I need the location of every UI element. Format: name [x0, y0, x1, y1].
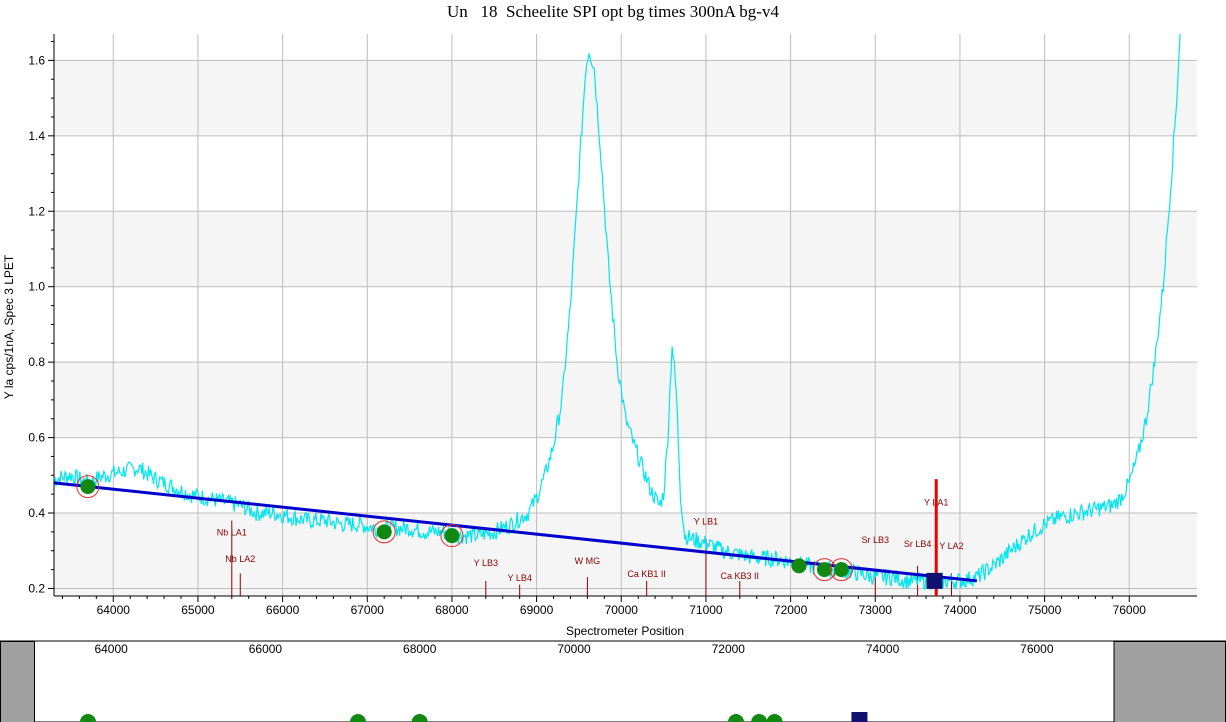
marker-label: W MG	[575, 556, 601, 566]
y-tick-label: 1.4	[28, 129, 45, 143]
overview-strip: 64000 66000 68000 70000 72000 74000 76000	[0, 640, 1226, 722]
y-tick-label: 1.6	[28, 53, 45, 67]
grid-band	[54, 60, 1197, 136]
y-tick-label: 0.4	[28, 506, 45, 520]
x-tick-label: 76000	[1113, 603, 1147, 617]
x-tick-label: 67000	[351, 603, 385, 617]
x-tick-label: 65000	[181, 603, 215, 617]
marker-label: Nb LA1	[217, 528, 247, 538]
background-point	[791, 558, 807, 574]
overview-tick-label: 76000	[1020, 642, 1054, 656]
background-point	[80, 479, 96, 495]
background-point-ring	[76, 475, 100, 499]
x-tick-label: 75000	[1028, 603, 1062, 617]
grid-band	[54, 362, 1197, 438]
marker-label: Nb LA2	[225, 554, 255, 564]
overview-left-mask	[0, 641, 35, 722]
overview-tick-label: 70000	[557, 642, 591, 656]
marker-label: Y LB3	[474, 558, 498, 568]
y-tick-label: 0.8	[28, 355, 45, 369]
overview-point	[80, 714, 96, 722]
overview-tick-label: 74000	[866, 642, 900, 656]
x-tick-label: 70000	[605, 603, 639, 617]
marker-label: Sr LB4	[904, 539, 932, 549]
background-point	[376, 524, 392, 540]
chart-title: Un 18 Scheelite SPI opt bg times 300nA b…	[447, 2, 779, 21]
overview-frame	[0, 640, 1226, 722]
marker-label: Ca KB1 II	[627, 569, 666, 579]
y-axis-label: Y la cps/1nA, Spec 3 LPET	[2, 254, 16, 399]
overview-tick-label: 68000	[403, 642, 437, 656]
background-point-ring	[372, 520, 396, 544]
overview-tick-label: 66000	[249, 642, 283, 656]
marker-label: Y LB1	[694, 516, 718, 526]
background-point	[833, 562, 849, 578]
peak-position-marker	[926, 572, 943, 589]
plot-background	[54, 34, 1197, 596]
y-tick-label: 1.0	[28, 280, 45, 294]
overview-point	[751, 714, 768, 722]
x-tick-label: 72000	[774, 603, 808, 617]
grid-band	[54, 211, 1197, 287]
y-tick-label: 1.2	[28, 204, 45, 218]
overview-tick-label: 72000	[712, 642, 746, 656]
background-points	[76, 475, 943, 589]
x-tick-label: 66000	[266, 603, 300, 617]
overview-peak-marker	[851, 712, 868, 722]
y-tick-label: 0.2	[28, 581, 45, 595]
spectrum-line	[53, 33, 1181, 591]
background-point	[816, 562, 832, 578]
x-tick-label: 74000	[943, 603, 977, 617]
x-tick-label: 68000	[435, 603, 469, 617]
marker-label: Y LB4	[507, 573, 531, 583]
marker-label: Ca KB3 II	[721, 571, 760, 581]
y-axis-ticks: 0.2 0.4 0.6 0.8 1.0 1.2 1.4 1.6	[28, 41, 54, 595]
x-tick-label: 64000	[97, 603, 131, 617]
overview-point	[766, 714, 783, 722]
marker-label: Y LA2	[939, 541, 963, 551]
marker-label: Sr LB3	[862, 535, 890, 545]
overview-point	[411, 714, 428, 722]
x-axis-ticks: 64000 65000 66000 67000 68000 69000 70000 71000…	[61, 596, 1147, 617]
grid-lines	[54, 34, 1197, 596]
y-tick-label: 0.6	[28, 431, 45, 445]
axes	[53, 34, 1197, 597]
overview-tick-label: 64000	[94, 642, 128, 656]
x-tick-label: 73000	[859, 603, 893, 617]
x-tick-label: 71000	[689, 603, 723, 617]
x-axis-label: Spectrometer Position	[566, 624, 684, 638]
overview-point	[350, 714, 366, 722]
background-point-ring	[440, 524, 464, 548]
overview-point	[728, 714, 744, 722]
background-point	[444, 528, 460, 544]
overview-right-mask	[1113, 641, 1226, 722]
background-point-ring	[829, 558, 853, 582]
x-tick-label: 69000	[520, 603, 554, 617]
